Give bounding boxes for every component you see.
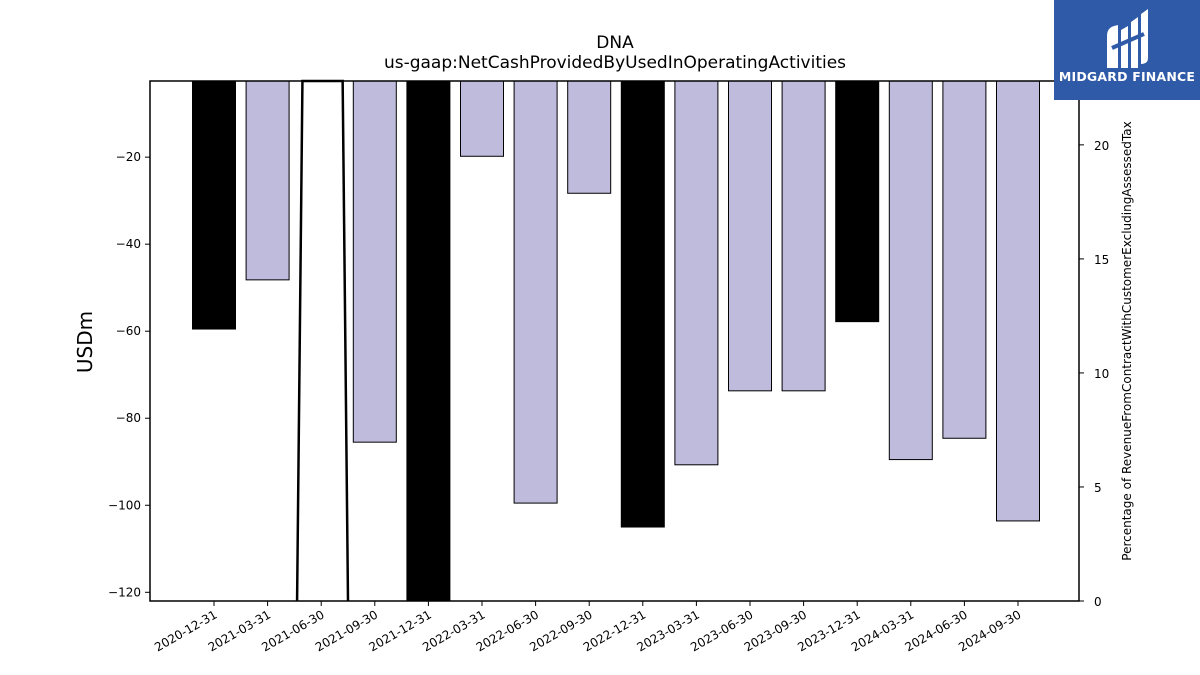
bar-2023-06-30 [728,80,772,392]
chart-title: DNA [596,33,634,53]
brand-logo: MIDGARD FINANCE [1054,0,1200,100]
y-tick-label: −20 [116,150,141,164]
bar-2022-12-31 [620,80,665,528]
bar-2022-09-30 [567,80,612,194]
y-axis-label: USDm [73,311,97,373]
bar-2023-09-30 [781,80,826,392]
bar-2022-06-30 [513,80,558,504]
y2-axis-label: Percentage of RevenueFromContractWithCus… [1120,121,1134,560]
y-tick-label: −100 [108,498,141,512]
x-axis-ticks: 2020-12-312021-03-312021-06-302021-09-30… [152,601,1024,654]
brand-name: MIDGARD FINANCE [1058,69,1196,84]
bar-2024-03-31 [888,80,933,461]
y2-tick-label: 0 [1094,595,1102,609]
bar-2024-09-30 [996,80,1040,522]
bar-2021-03-31 [245,80,290,281]
y-tick-label: −80 [116,411,141,425]
midgard-logo-icon [1107,9,1148,68]
bar-2021-12-31 [406,80,451,602]
secondary-line-group [295,79,350,602]
y2-tick-label: 15 [1094,253,1109,267]
y-tick-label: −120 [108,585,141,599]
y2-tick-label: 5 [1094,481,1102,495]
bars-group [192,80,1040,602]
bar-2024-06-30 [942,80,987,439]
bar-2022-03-31 [460,80,504,157]
y2-axis-ticks: 0 5 10 15 20 [1079,139,1109,609]
chart-subtitle: us-gaap:NetCashProvidedByUsedInOperating… [384,53,846,73]
plot-frame [149,80,1080,602]
y2-tick-label: 10 [1094,367,1109,381]
bar-2021-09-30 [352,80,397,443]
bar-2020-12-31 [192,80,236,330]
secondary-series-line [295,79,350,602]
y-tick-label: −60 [116,324,141,338]
y-tick-label: −40 [116,237,141,251]
y-axis-ticks: −20 −40 −60 −80 −100 −120 [108,150,150,599]
bar-2023-12-31 [835,80,880,323]
y2-tick-label: 20 [1094,139,1109,153]
bar-2023-03-31 [674,80,719,466]
